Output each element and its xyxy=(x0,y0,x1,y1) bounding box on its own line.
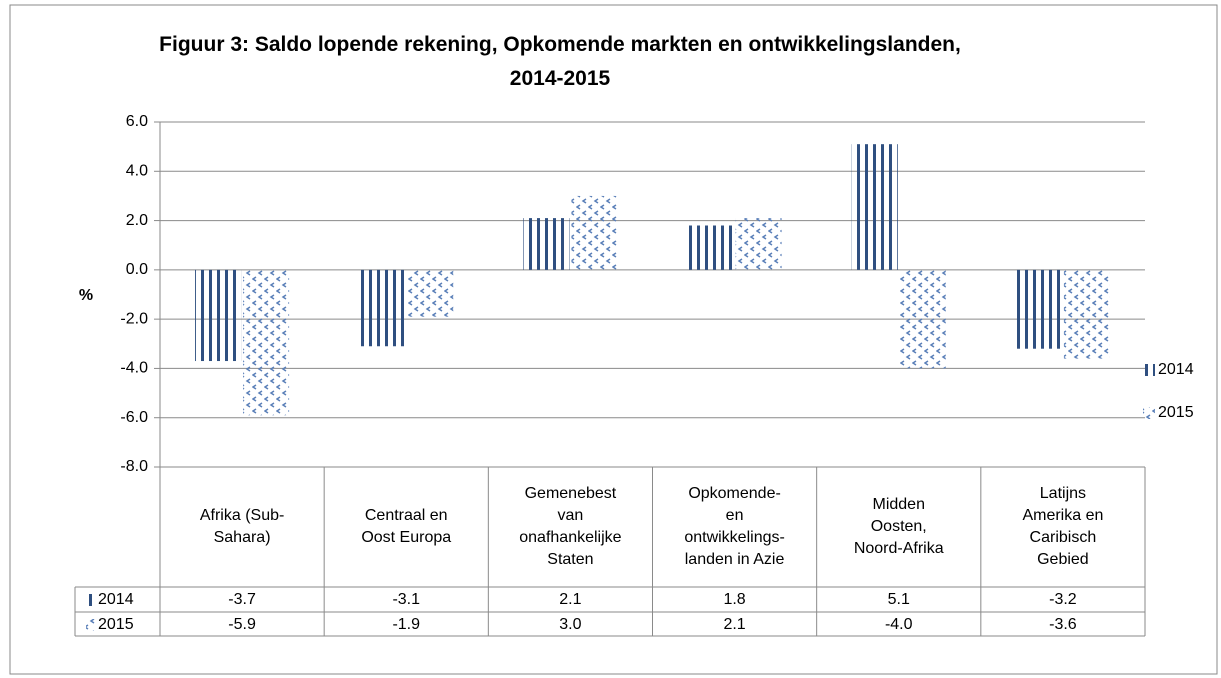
table-value: -3.2 xyxy=(1049,591,1077,608)
y-tick-label: -8.0 xyxy=(120,458,148,475)
category-label: Opkomende- en ontwikkelings- landen in A… xyxy=(684,485,785,568)
category-label: Latijns Amerika en Caribisch Gebied xyxy=(1022,485,1104,568)
bar xyxy=(1063,269,1110,359)
bar xyxy=(1015,269,1062,349)
chart-frame xyxy=(9,4,1218,675)
y-axis-label: % xyxy=(79,287,93,304)
table-series-label: 2015 xyxy=(98,616,134,633)
table-value: -3.7 xyxy=(228,591,256,608)
table-value: -3.1 xyxy=(392,591,420,608)
legend-label: 2014 xyxy=(1158,361,1194,378)
y-tick-label: 6.0 xyxy=(126,113,148,130)
table-key xyxy=(86,594,96,606)
table-value: 3.0 xyxy=(559,616,581,633)
bar xyxy=(407,269,454,317)
category-label: Gemenebest van onafhankelijke Staten xyxy=(519,485,622,568)
table-value: 5.1 xyxy=(888,591,910,608)
chart-title: Figuur 3: Saldo lopende rekening, Opkome… xyxy=(159,33,961,90)
y-tick-label: -4.0 xyxy=(120,360,148,377)
table-value: -1.9 xyxy=(392,616,420,633)
table-series-label: 2014 xyxy=(98,591,134,608)
bar xyxy=(687,225,734,270)
bar xyxy=(735,218,782,270)
y-tick-label: -6.0 xyxy=(120,409,148,426)
table-value: -3.6 xyxy=(1049,616,1077,633)
bar xyxy=(359,269,406,347)
table-value: -4.0 xyxy=(885,616,913,633)
category-label: Midden Oosten, Noord-Afrika xyxy=(853,496,944,557)
y-tick-label: 0.0 xyxy=(126,261,148,278)
bar xyxy=(571,195,618,270)
y-tick-label: 4.0 xyxy=(126,163,148,180)
y-tick-label: -2.0 xyxy=(120,310,148,327)
legend-key xyxy=(1143,364,1155,376)
table-value: 2.1 xyxy=(723,616,745,633)
bar xyxy=(899,269,946,369)
bar xyxy=(851,144,898,270)
bar xyxy=(243,269,290,416)
y-tick-label: 2.0 xyxy=(126,212,148,229)
legend-label: 2015 xyxy=(1158,404,1194,421)
category-label: Afrika (Sub- Sahara) xyxy=(199,507,285,546)
category-label: Centraal en Oost Europa xyxy=(361,507,452,546)
legend-key xyxy=(1143,407,1155,419)
bar xyxy=(195,269,242,362)
table-value: 1.8 xyxy=(723,591,745,608)
bar xyxy=(523,218,570,270)
table-key xyxy=(86,619,96,631)
table-value: 2.1 xyxy=(559,591,581,608)
table-value: -5.9 xyxy=(228,616,256,633)
